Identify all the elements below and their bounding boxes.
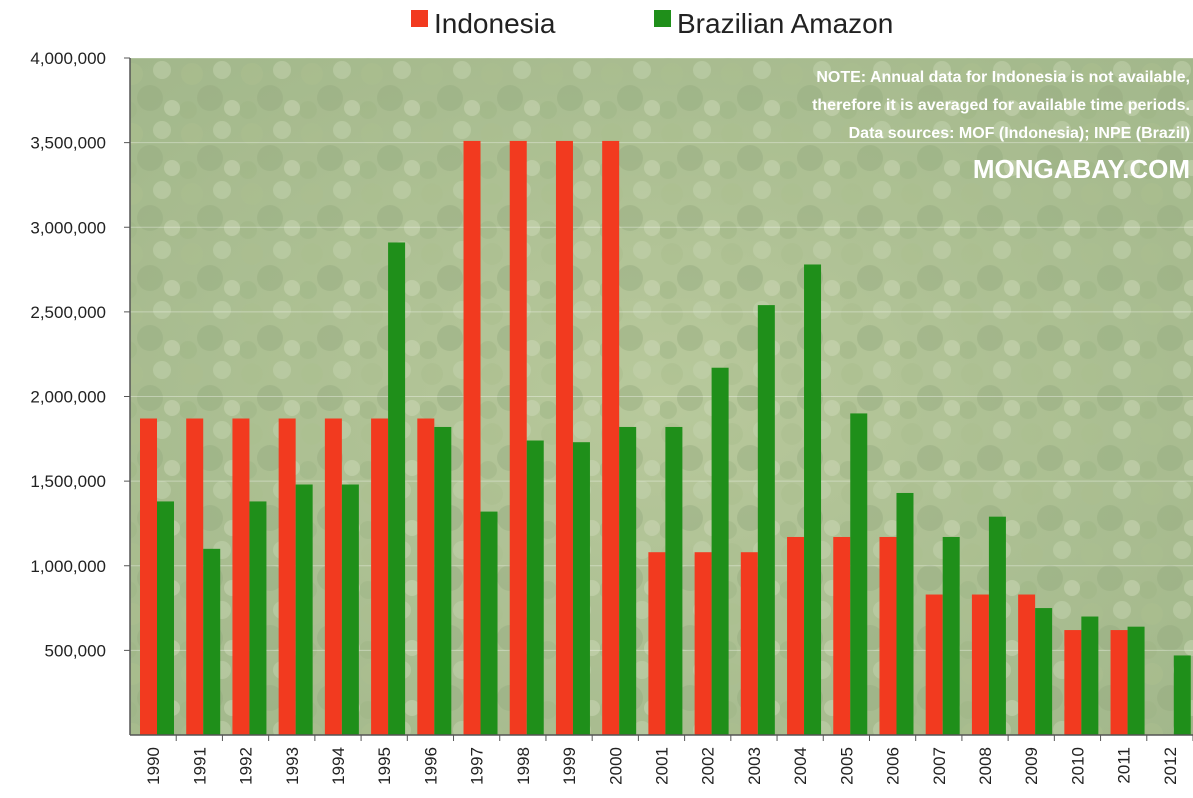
bar-brazil-1992 xyxy=(249,501,267,735)
legend: Indonesia Brazilian Amazon xyxy=(411,8,893,39)
bar-brazil-2005 xyxy=(850,413,868,735)
bar-brazil-2008 xyxy=(988,516,1006,735)
bar-indonesia-2009 xyxy=(1018,594,1036,735)
y-axis-ticks: 500,000 1,000,000 1,500,000 2,000,000 2,500,… xyxy=(30,49,130,660)
legend-label-indonesia: Indonesia xyxy=(434,8,556,39)
bar-indonesia-1993 xyxy=(278,418,296,735)
y-tick-label: 3,000,000 xyxy=(30,218,106,237)
x-tick-label: 1991 xyxy=(190,747,209,785)
bar-indonesia-2011 xyxy=(1110,630,1128,735)
x-tick-label: 2010 xyxy=(1068,747,1087,785)
bar-brazil-2000 xyxy=(619,426,637,735)
bar-indonesia-2008 xyxy=(971,594,989,735)
bar-brazil-2004 xyxy=(804,264,822,735)
bar-brazil-1994 xyxy=(341,484,359,735)
bar-indonesia-1996 xyxy=(417,418,435,735)
bar-indonesia-2006 xyxy=(879,536,897,735)
bar-brazil-2001 xyxy=(665,426,683,735)
bar-indonesia-1992 xyxy=(232,418,250,735)
bar-indonesia-1994 xyxy=(324,418,342,735)
x-tick-label: 2006 xyxy=(884,747,903,785)
bar-brazil-1997 xyxy=(480,511,498,735)
x-tick-label: 2011 xyxy=(1115,747,1134,784)
y-tick-label: 2,000,000 xyxy=(30,388,106,407)
bar-indonesia-1995 xyxy=(371,418,389,735)
bar-brazil-2006 xyxy=(896,492,914,735)
x-tick-label: 2003 xyxy=(745,747,764,785)
bar-indonesia-1999 xyxy=(555,140,573,735)
bar-indonesia-2010 xyxy=(1064,630,1082,735)
x-axis-ticks: 1990 1991 1992 1993 1994 1995 1996 1997 1998 1999… xyxy=(144,735,1193,785)
legend-swatch-indonesia xyxy=(411,10,428,27)
x-tick-label: 1996 xyxy=(421,747,440,785)
bar-indonesia-1991 xyxy=(186,418,204,735)
note-line-2: therefore it is averaged for available t… xyxy=(812,97,1190,114)
x-tick-label: 2001 xyxy=(653,747,672,785)
x-tick-label: 1990 xyxy=(144,747,163,785)
bar-brazil-1990 xyxy=(157,501,174,735)
y-tick-label: 3,500,000 xyxy=(30,134,106,153)
x-tick-label: 2005 xyxy=(837,747,856,785)
x-tick-label: 2004 xyxy=(791,747,810,785)
bar-indonesia-2007 xyxy=(925,594,943,735)
y-tick-label: 4,000,000 xyxy=(30,49,106,68)
x-tick-label: 1999 xyxy=(560,747,579,785)
x-tick-label: 1998 xyxy=(514,747,533,785)
bar-indonesia-2000 xyxy=(602,140,620,735)
note-line-3: Data sources: MOF (Indonesia); INPE (Bra… xyxy=(849,125,1190,142)
bar-indonesia-1997 xyxy=(463,140,481,735)
x-tick-label: 1993 xyxy=(283,747,302,785)
bar-indonesia-1998 xyxy=(509,140,527,735)
bar-brazil-1993 xyxy=(295,484,313,735)
bar-indonesia-2001 xyxy=(648,552,666,735)
bar-brazil-2012 xyxy=(1173,655,1191,735)
note-line-1: NOTE: Annual data for Indonesia is not a… xyxy=(816,69,1190,86)
bar-brazil-2010 xyxy=(1081,616,1099,735)
x-tick-label: 1992 xyxy=(237,747,256,785)
legend-swatch-brazil xyxy=(654,10,671,27)
bar-brazil-2011 xyxy=(1127,626,1145,735)
bar-indonesia-2002 xyxy=(694,552,712,735)
bar-indonesia-2005 xyxy=(833,536,851,735)
x-tick-label: 1997 xyxy=(468,747,487,785)
y-tick-label: 500,000 xyxy=(45,641,106,660)
x-tick-label: 2000 xyxy=(606,747,625,785)
bar-brazil-1995 xyxy=(388,242,406,736)
x-tick-label: 2007 xyxy=(930,747,949,785)
x-tick-label: 1994 xyxy=(329,747,348,785)
x-tick-label: 2012 xyxy=(1161,747,1180,785)
bars xyxy=(140,140,1191,736)
x-tick-label: 2009 xyxy=(1022,747,1041,785)
bar-brazil-2007 xyxy=(942,536,960,735)
x-tick-label: 2008 xyxy=(976,747,995,785)
bar-brazil-2002 xyxy=(711,367,729,735)
bar-brazil-1991 xyxy=(203,548,221,735)
bar-brazil-2003 xyxy=(757,305,775,735)
bar-brazil-1999 xyxy=(572,442,590,735)
y-tick-label: 1,000,000 xyxy=(30,557,106,576)
bar-brazil-1998 xyxy=(526,440,544,735)
legend-label-brazil: Brazilian Amazon xyxy=(677,8,893,39)
bar-indonesia-1990 xyxy=(140,418,157,735)
x-tick-label: 2002 xyxy=(699,747,718,785)
y-tick-label: 2,500,000 xyxy=(30,303,106,322)
bar-brazil-2009 xyxy=(1035,608,1053,735)
brand-watermark: MONGABAY.COM xyxy=(973,154,1190,184)
bar-brazil-1996 xyxy=(434,426,452,735)
bar-indonesia-2004 xyxy=(787,536,805,735)
bar-indonesia-2003 xyxy=(740,552,758,735)
x-tick-label: 1995 xyxy=(375,747,394,785)
y-tick-label: 1,500,000 xyxy=(30,472,106,491)
source-note: NOTE: Annual data for Indonesia is not a… xyxy=(812,69,1190,184)
